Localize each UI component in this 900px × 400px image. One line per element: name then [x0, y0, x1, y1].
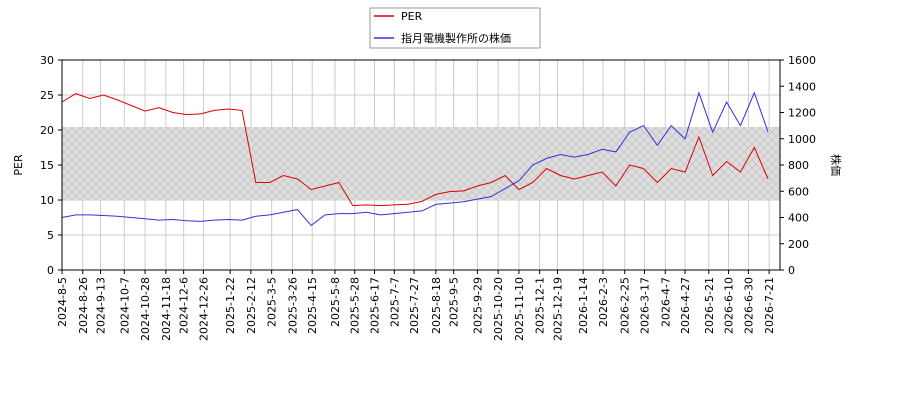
series-line [61, 91, 769, 227]
x-tick-label: 2025-9-29 [471, 277, 484, 334]
y2-tick-label: 1000 [788, 133, 816, 146]
legend [369, 7, 541, 49]
x-tick-label: 2026-4-7 [659, 277, 672, 327]
x-tick-label: 2025-4-15 [306, 277, 319, 334]
x-tick-label: 2025-10-20 [492, 277, 505, 341]
x-tick-label: 2026-6-30 [742, 277, 755, 334]
x-tick-label: 2026-2-25 [619, 277, 632, 334]
x-tick-label: 2024-10-28 [139, 277, 152, 341]
x-tick-label: 2025-3-5 [266, 277, 279, 327]
x-tick-label: 2025-2-12 [245, 277, 258, 334]
x-tick-label: 2026-6-10 [723, 277, 736, 334]
y-tick-label: 5 [47, 229, 54, 242]
y2-tick-label: 600 [788, 185, 809, 198]
y2-tick-label: 400 [788, 212, 809, 225]
x-tick-label: 2024-9-13 [95, 277, 108, 334]
y2-tick-label: 200 [788, 238, 809, 251]
x-tick-label: 2024-10-7 [118, 277, 131, 334]
x-tick-label: 2025-7-27 [408, 277, 421, 334]
x-tick-label: 2025-9-5 [448, 277, 461, 327]
x-tick-label: 2025-1-22 [224, 277, 237, 334]
legend-label: 指月電機製作所の株価 [401, 31, 511, 45]
y2-tick-label: 1400 [788, 80, 816, 93]
x-tick-label: 2025-12-19 [551, 277, 564, 341]
x-tick-label: 2025-6-17 [369, 277, 382, 334]
x-tick-label: 2026-1-14 [577, 277, 590, 334]
x-tick-label: 2026-4-27 [679, 277, 692, 334]
y-tick-label: 0 [47, 264, 54, 277]
y-tick-label: 10 [40, 194, 54, 207]
x-tick-label: 2026-3-17 [639, 277, 652, 334]
y-tick-label: 20 [40, 124, 54, 137]
x-tick-label: 2026-5-21 [703, 277, 716, 334]
range-hatch [62, 127, 780, 200]
series-line [61, 93, 769, 207]
x-tick-label: 2025-11-10 [513, 277, 526, 341]
x-tick-label: 2024-11-18 [160, 277, 173, 341]
y-tick-label: 30 [40, 54, 54, 67]
y-tick-label: 25 [40, 89, 54, 102]
x-tick-label: 2025-5-28 [349, 277, 362, 334]
y2-tick-label: 800 [788, 159, 809, 172]
x-tick-label: 2024-12-26 [197, 277, 210, 341]
x-tick-label: 2025-5-8 [329, 277, 342, 327]
y2-axis-label: 株価 [829, 154, 843, 176]
y-axis-label: PER [12, 154, 25, 176]
x-tick-label: 2026-2-3 [597, 277, 610, 327]
y2-tick-label: 0 [788, 264, 795, 277]
x-tick-label: 2025-3-26 [286, 277, 299, 334]
y2-tick-label: 1200 [788, 107, 816, 120]
x-tick-label: 2025-7-7 [388, 277, 401, 327]
x-tick-label: 2024-8-26 [77, 277, 90, 334]
x-tick-label: 2025-12-1 [534, 277, 547, 334]
x-tick-label: 2025-8-18 [430, 277, 443, 334]
legend-label: PER [401, 10, 423, 23]
x-tick-label: 2024-12-6 [178, 277, 191, 334]
y-tick-label: 15 [40, 159, 54, 172]
x-tick-label: 2026-7-21 [763, 277, 776, 334]
y2-tick-label: 1600 [788, 54, 816, 67]
x-tick-label: 2024-8-5 [56, 277, 69, 327]
